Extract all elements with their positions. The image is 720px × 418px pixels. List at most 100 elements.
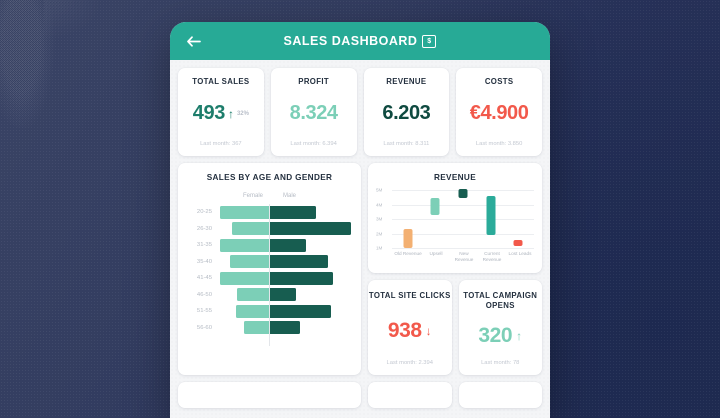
pyramid-bar-pair <box>217 304 361 318</box>
kpi-label: PROFIT <box>298 77 329 86</box>
kpi-row: TOTAL SALES 493 ↑ 32% Last month: 367 PR… <box>178 68 542 156</box>
money-icon-glyph: $ <box>427 37 432 45</box>
left-column: SALES BY AGE AND GENDER Female Male 20-2… <box>178 163 361 375</box>
kpi-value-group: 8.324 <box>290 87 338 141</box>
pyramid-bar-female <box>235 304 269 318</box>
pyramid-bar-male <box>269 304 332 318</box>
kpi-footer: Last month: 3.850 <box>475 141 523 147</box>
pyramid-bar-male <box>269 255 328 269</box>
revenue-bar-column <box>477 190 505 248</box>
pyramid-bar-female <box>229 255 269 269</box>
y-axis-tick-label: 4M <box>376 202 383 207</box>
pyramid-female-slot <box>217 304 269 318</box>
kpi-card-total-sales[interactable]: TOTAL SALES 493 ↑ 32% Last month: 367 <box>178 68 264 156</box>
card-peek-left[interactable] <box>178 382 361 408</box>
x-axis-tick-label: Upsell <box>429 251 443 256</box>
pyramid-row: 35-40 <box>178 254 361 271</box>
pyramid-male-slot <box>269 288 361 302</box>
kpi-delta: 32% <box>236 110 249 117</box>
card-peek-middle[interactable] <box>368 382 452 408</box>
x-axis-tick-label: Old Revenue <box>394 251 422 256</box>
revenue-bar-column <box>504 190 532 248</box>
y-axis-tick-label: 1M <box>376 245 383 251</box>
pyramid-category-label: 35-40 <box>196 258 212 265</box>
pyramid-bar-male <box>269 271 334 285</box>
legend-item-male: Male <box>283 193 297 199</box>
pyramid-category-label: 56-60 <box>196 324 212 331</box>
pyramid-male-slot <box>269 205 361 219</box>
pyramid-category-label: 26-30 <box>196 225 212 232</box>
chart-title: SALES BY AGE AND GENDER <box>206 173 333 182</box>
pyramid-row: 20-25 <box>178 204 361 221</box>
pyramid-bar-male <box>269 205 316 219</box>
gridline <box>392 233 534 235</box>
right-column: REVENUE 5M 4M 3M 2M 1M Old Revenue Upsell New … <box>368 163 542 375</box>
kpi-card-total-site-clicks[interactable]: TOTAL SITE CLICKS 938 ↓ Last month: 2.39… <box>368 280 452 375</box>
y-axis-tick-label: 5M <box>376 187 383 193</box>
x-axis-tick-label: Lost Leads <box>508 251 532 256</box>
kpi-label: TOTAL CAMPAIGN OPENS <box>463 291 538 311</box>
trend-up-icon: ↑ <box>227 106 234 121</box>
chart-card-sales-by-age-and-gender[interactable]: SALES BY AGE AND GENDER Female Male 20-2… <box>178 163 361 375</box>
card-peek-right[interactable] <box>458 382 542 408</box>
kpi-value: 8.324 <box>289 102 338 125</box>
x-axis-tick-label: New Revenue <box>454 251 474 263</box>
pyramid-male-slot <box>269 321 361 335</box>
pyramid-row: 26-30 <box>178 221 361 238</box>
pyramid-bar-male <box>269 321 301 335</box>
phone-mockup: SALES DASHBOARD $ TOTAL SALES 493 ↑ 32% … <box>170 22 550 418</box>
next-row-peek <box>178 382 542 408</box>
pyramid-bar-pair <box>217 288 361 302</box>
pyramid-bar-female <box>220 238 269 252</box>
kpi-value-group: €4.900 <box>470 87 529 141</box>
kpi-value-group: 320 ↑ <box>478 311 522 360</box>
pyramid-male-slot <box>269 271 361 285</box>
gridline <box>392 219 534 220</box>
pyramid-row: 46-50 <box>178 287 361 304</box>
kpi-card-total-campaign-opens[interactable]: TOTAL CAMPAIGN OPENS 320 ↑ Last month: 7… <box>458 280 542 375</box>
revenue-bar <box>403 229 413 248</box>
pyramid-bar-pair <box>217 255 361 269</box>
pyramid-plot: 20-25 26-30 31-35 35-40 41-45 46-50 51-55 56-60 <box>178 204 361 352</box>
pyramid-female-slot <box>217 321 269 335</box>
pyramid-category-label: 51-55 <box>196 308 212 315</box>
pyramid-category-label: 20-25 <box>196 209 212 216</box>
gridline <box>392 204 534 206</box>
x-axis-tick-label: Current Revenue <box>482 251 502 263</box>
kpi-card-profit[interactable]: PROFIT 8.324 Last month: 6.394 <box>270 68 357 156</box>
kpi-card-costs[interactable]: COSTS €4.900 Last month: 3.850 <box>456 68 542 156</box>
revenue-bar-column <box>394 190 422 248</box>
chart-card-revenue[interactable]: REVENUE 5M 4M 3M 2M 1M Old Revenue Upsell New … <box>368 163 542 273</box>
kpi-label: TOTAL SALES <box>192 77 250 86</box>
app-bar: SALES DASHBOARD $ <box>170 22 550 60</box>
kpi-value-group: 493 ↑ 32% <box>193 87 249 141</box>
kpi-footer: Last month: 8.311 <box>383 141 430 147</box>
pyramid-female-slot <box>217 271 269 285</box>
pyramid-bar-female <box>220 271 269 285</box>
pyramid-row: 56-60 <box>178 320 361 337</box>
revenue-bar <box>513 240 523 246</box>
pyramid-bar-male <box>269 238 307 252</box>
revenue-bar <box>430 198 440 215</box>
pyramid-row: 31-35 <box>178 237 361 254</box>
charts-row: SALES BY AGE AND GENDER Female Male 20-2… <box>178 163 542 375</box>
revenue-bar <box>458 188 468 198</box>
pyramid-female-slot <box>217 238 269 252</box>
back-arrow-icon[interactable] <box>184 31 204 51</box>
kpi-card-revenue[interactable]: REVENUE 6.203 Last month: 8.311 <box>363 68 450 156</box>
money-icon: $ <box>422 34 437 48</box>
pyramid-male-slot <box>269 255 361 269</box>
pyramid-rows: 20-25 26-30 31-35 35-40 41-45 46-50 51-55 56-60 <box>178 204 361 336</box>
kpi-value-group: 938 ↓ <box>388 301 432 360</box>
pyramid-bar-pair <box>217 222 361 236</box>
pyramid-female-slot <box>217 255 269 269</box>
y-axis-tick-label: 3M <box>376 216 383 222</box>
pyramid-row: 51-55 <box>178 303 361 320</box>
pyramid-bar-pair <box>217 271 361 285</box>
pyramid-row: 41-45 <box>178 270 361 287</box>
revenue-bar-column <box>422 190 450 248</box>
pyramid-bar-pair <box>217 321 361 335</box>
bottom-kpi-row: TOTAL SITE CLICKS 938 ↓ Last month: 2.39… <box>368 280 542 375</box>
kpi-value: 493 <box>192 102 226 125</box>
